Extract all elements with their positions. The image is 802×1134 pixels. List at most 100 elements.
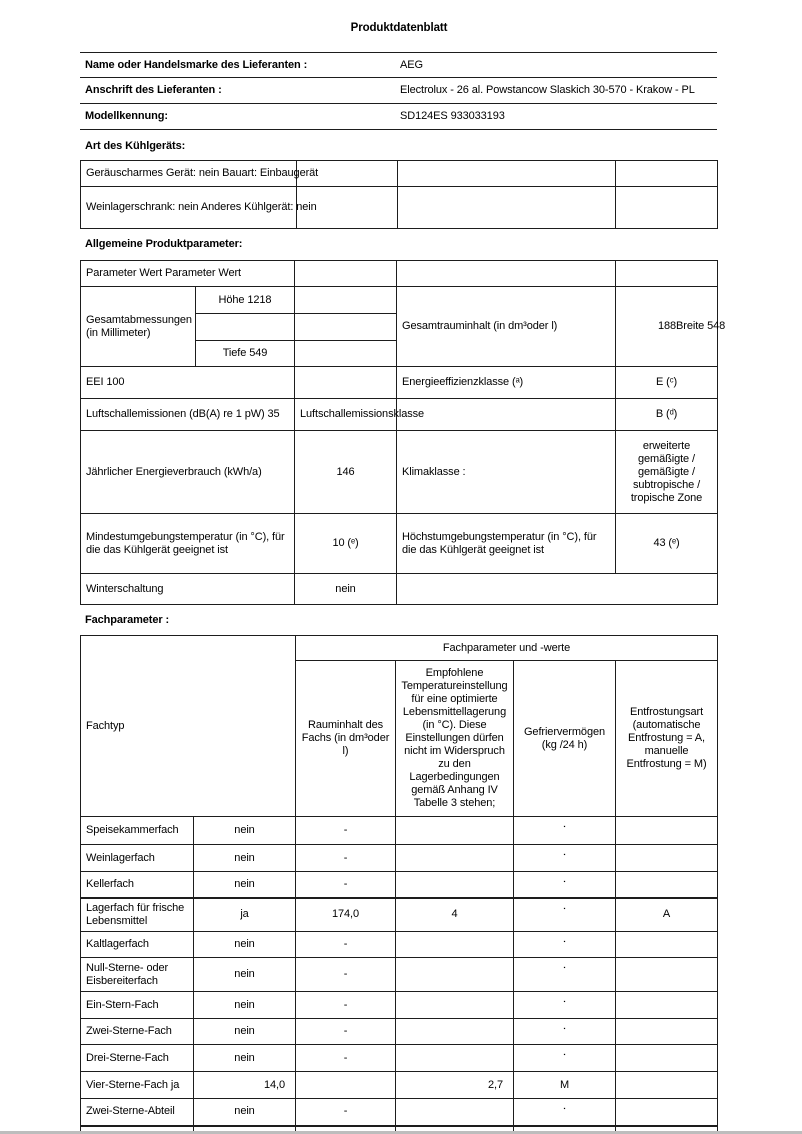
table-row: Null-Sterne- oder Eisbereiterfach nein -… — [80, 957, 719, 992]
table-row: Ein-Stern-Fach nein - ▪ — [80, 991, 719, 1019]
compartment-defrost — [614, 1044, 719, 1072]
compartment-temp: 2,7 — [395, 1071, 514, 1099]
compartment-present: nein — [193, 957, 296, 992]
total-volume-value: 188Breite 548 — [615, 286, 725, 367]
table-row: Parameter Wert Parameter Wert — [80, 260, 718, 287]
compartment-defrost — [614, 1124, 719, 1134]
section-heading-fach: Fachparameter : — [85, 614, 170, 626]
compartment-temp — [395, 1124, 514, 1134]
empty-cell — [396, 398, 616, 431]
table-row: Mindestumgebungstemperatur (in °C), für … — [80, 513, 718, 574]
compartment-temp — [395, 1098, 514, 1126]
compartment-defrost — [614, 991, 719, 1019]
eei-cell: EEI 100 — [80, 366, 295, 399]
table-row: Jährlicher Energieverbrauch (kWh/a) 146 … — [80, 430, 718, 514]
dot-marker-icon: ▪ — [513, 957, 616, 992]
table-row — [80, 1124, 719, 1134]
column-header-temp-setting: Empfohlene Temperatureinstellung für ein… — [395, 660, 514, 817]
compartment-temp — [395, 957, 514, 992]
empty-cell — [396, 260, 616, 287]
compartment-defrost: A — [614, 896, 719, 932]
compartment-defrost — [614, 816, 719, 845]
compartment-present: nein — [193, 991, 296, 1019]
model-id-label: Modellkennung: — [80, 103, 395, 130]
table-row: Rauminhalt des Fachs (in dm³oder l) Empf… — [81, 660, 719, 817]
compartment-name: Drei-Sterne-Fach — [80, 1044, 194, 1072]
table-row: Gesamtabmessungen (in Millimeter) Höhe 1… — [80, 286, 725, 367]
compartment-name: Speisekammerfach — [80, 816, 194, 845]
compartment-present — [193, 1124, 296, 1134]
dot-marker-icon: ▪ — [513, 1098, 616, 1126]
dimensions-label: Gesamtabmessungen (in Millimeter) — [80, 286, 196, 367]
compartment-name: Zwei-Sterne-Abteil — [80, 1098, 194, 1126]
empty-cell — [294, 260, 397, 287]
table-row: Geräuscharmes Gerät: nein Bauart: Einbau… — [80, 160, 718, 187]
dot-marker-icon: ▪ — [513, 1018, 616, 1045]
compartment-freezing: M — [513, 1071, 616, 1099]
compartment-name: Kaltlagerfach — [80, 931, 194, 958]
compartment-name: Null-Sterne- oder Eisbereiterfach — [80, 957, 194, 992]
empty-cell — [396, 573, 718, 605]
compartment-temp — [395, 931, 514, 958]
energy-class-label: Energieeffizienzklasse (ᵃ) — [396, 366, 616, 399]
compartment-table: Fachtyp Fachparameter und -werte Rauminh… — [80, 635, 719, 1134]
empty-cell — [195, 313, 295, 341]
compartment-present: nein — [193, 931, 296, 958]
compartment-present: nein — [193, 816, 296, 845]
compartment-volume: 174,0 — [295, 896, 396, 932]
compartment-present: nein — [193, 1018, 296, 1045]
table-row: Vier-Sterne-Fach ja 14,0 2,7 M — [80, 1071, 719, 1099]
compartment-volume: - — [295, 816, 396, 845]
compartment-present: nein — [193, 844, 296, 872]
supplier-table: Name oder Handelsmarke des Lieferanten :… — [80, 52, 717, 130]
art-row1-text: Geräuscharmes Gerät: nein Bauart: Einbau… — [80, 160, 318, 187]
dot-marker-icon: ▪ — [513, 816, 616, 845]
table-row: Modellkennung: SD124ES 933033193 — [80, 103, 717, 130]
compartment-volume — [295, 1124, 396, 1134]
dot-marker-icon: ▪ — [513, 931, 616, 958]
compartment-name: Weinlagerfach — [80, 844, 194, 872]
art-table: Geräuscharmes Gerät: nein Bauart: Einbau… — [80, 160, 718, 229]
compartment-defrost — [614, 1018, 719, 1045]
supplier-address-value: Electrolux - 26 al. Powstancow Slaskich … — [395, 77, 717, 104]
empty-cell — [294, 340, 397, 367]
empty-cell — [615, 160, 718, 187]
compartment-temp: 4 — [395, 896, 514, 932]
empty-cell — [397, 160, 616, 187]
depth-value: Tiefe 549 — [195, 340, 295, 367]
compartment-volume: - — [295, 931, 396, 958]
table-row: Kaltlagerfach nein - ▪ — [80, 931, 719, 958]
model-id-value: SD124ES 933033193 — [395, 103, 717, 130]
table-row: Zwei-Sterne-Abteil nein - ▪ — [80, 1098, 719, 1126]
compartment-defrost — [614, 957, 719, 992]
empty-cell — [294, 366, 397, 399]
max-ambient-temp-value: 43 (ᵉ) — [615, 513, 718, 574]
compartment-temp — [395, 1044, 514, 1072]
total-volume-label: Gesamtrauminhalt (in dm³oder l) — [396, 286, 616, 367]
column-header-freezing-capacity: Gefriervermögen (kg /24 h) — [513, 660, 616, 817]
empty-cell — [615, 260, 718, 287]
datasheet-content: Produktdatenblatt Name oder Handelsmarke… — [80, 0, 725, 1134]
table-row: Speisekammerfach nein - ▪ — [80, 816, 719, 845]
table-row: Anschrift des Lieferanten : Electrolux -… — [80, 77, 717, 104]
compartment-name: Kellerfach — [80, 871, 194, 898]
compartment-volume: - — [295, 844, 396, 872]
table-row: EEI 100 Energieeffizienzklasse (ᵃ) E (ᶜ) — [80, 366, 718, 399]
table-row: Weinlagerfach nein - ▪ — [80, 844, 719, 872]
param-header-cell: Parameter Wert Parameter Wert — [80, 260, 295, 287]
compartment-temp — [395, 871, 514, 898]
dot-marker-icon: ▪ — [513, 1044, 616, 1072]
art-row2-text: Weinlagerschrank: nein Anderes Kühlgerät… — [80, 186, 317, 229]
winter-setting-label: Winterschaltung — [80, 573, 295, 605]
compartment-defrost — [614, 1071, 719, 1099]
annual-energy-value: 146 — [294, 430, 397, 514]
column-header-volume: Rauminhalt des Fachs (in dm³oder l) — [295, 660, 396, 817]
empty-cell — [294, 286, 397, 314]
compartment-volume: - — [295, 871, 396, 898]
table-row: Tiefe 549 — [81, 340, 718, 367]
table-row: Name oder Handelsmarke des Lieferanten :… — [80, 52, 717, 78]
compartment-volume: - — [295, 991, 396, 1019]
compartment-temp — [395, 1018, 514, 1045]
noise-class-label: Luftschallemissionsklasse — [294, 398, 424, 431]
compartment-name: Lagerfach für frische Lebensmittel — [80, 896, 194, 932]
